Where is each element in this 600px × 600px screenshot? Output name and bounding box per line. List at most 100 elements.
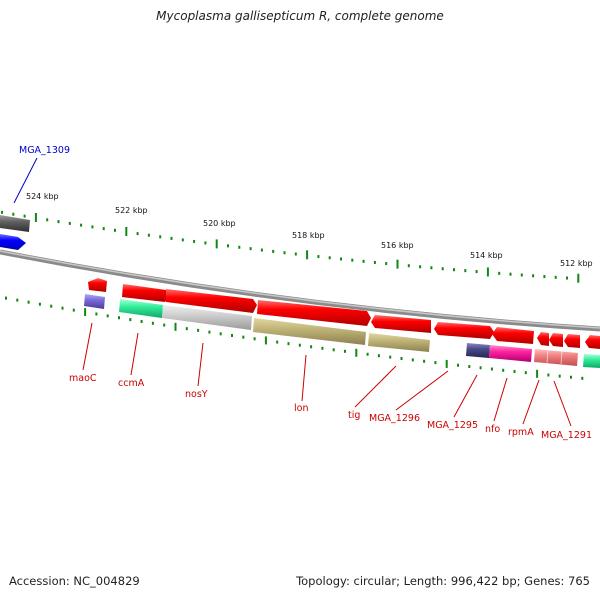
- minor-tick: [193, 239, 196, 243]
- minor-tick: [1, 210, 3, 214]
- minor-tick: [57, 220, 60, 224]
- gene-small-red: [88, 278, 107, 292]
- major-tick: [125, 226, 128, 236]
- minor-tick: [457, 363, 459, 367]
- minor-tick: [283, 251, 286, 255]
- minor-tick: [344, 349, 346, 353]
- minor-tick: [294, 252, 297, 256]
- gene-label-nfo: nfo: [485, 424, 500, 435]
- leader-lines: [82, 322, 572, 427]
- minor-tick: [170, 236, 173, 240]
- kbp-label: 524 kbp: [26, 192, 59, 201]
- minor-tick: [140, 319, 143, 323]
- minor-tick: [238, 245, 241, 249]
- gene-mga1296-category: [466, 343, 490, 358]
- minor-tick: [114, 228, 116, 232]
- gene-ccmA-upper: [122, 284, 170, 302]
- outer-tick-row: [1, 210, 580, 283]
- minor-tick: [340, 257, 342, 261]
- minor-tick: [430, 266, 433, 270]
- minor-tick: [554, 275, 557, 279]
- gene-maoC-category: [84, 294, 105, 309]
- major-tick: [306, 250, 309, 260]
- minor-tick: [5, 296, 7, 300]
- minor-tick: [23, 214, 26, 218]
- leader-line-tig: [354, 365, 397, 408]
- major-tick: [577, 273, 580, 283]
- minor-tick: [197, 328, 200, 332]
- leader-line-mga1309: [13, 157, 38, 204]
- minor-tick: [298, 343, 301, 347]
- kbp-label: 516 kbp: [381, 241, 414, 250]
- gene-rpmA-category: [534, 349, 578, 366]
- minor-tick: [328, 256, 331, 260]
- minor-tick: [147, 233, 150, 237]
- minor-tick: [362, 259, 365, 263]
- minor-tick: [159, 235, 162, 239]
- minor-tick: [91, 225, 94, 229]
- major-tick: [486, 267, 489, 277]
- minor-tick: [242, 335, 245, 339]
- minor-tick: [185, 327, 188, 331]
- kbp-label: 518 kbp: [292, 231, 325, 240]
- minor-tick: [407, 264, 410, 268]
- minor-tick: [566, 276, 568, 280]
- leader-line-nosY: [197, 342, 204, 387]
- gene-label-mga1309: MGA_1309: [19, 145, 70, 156]
- minor-tick: [498, 271, 501, 275]
- gene-label-mga1291: MGA_1291: [541, 430, 592, 441]
- minor-tick: [423, 359, 426, 363]
- leader-line-rpmA: [522, 379, 540, 425]
- minor-tick: [543, 275, 546, 279]
- kbp-label: 514 kbp: [470, 251, 503, 260]
- minor-tick: [513, 369, 516, 373]
- minor-tick: [249, 247, 252, 251]
- minor-tick: [227, 244, 229, 248]
- gene-label-mga1296: MGA_1296: [369, 413, 420, 424]
- minor-tick: [434, 361, 437, 365]
- accession-text: Accession: NC_004829: [9, 574, 140, 588]
- gene-tig-category: [368, 333, 430, 352]
- minor-tick: [208, 330, 211, 334]
- minor-tick: [532, 274, 535, 278]
- minor-tick: [502, 368, 505, 372]
- minor-tick: [118, 316, 120, 320]
- leader-line-maoC: [82, 322, 93, 371]
- minor-tick: [12, 212, 15, 216]
- kbp-label: 522 kbp: [115, 206, 148, 215]
- major-tick: [396, 259, 399, 269]
- gene-nosY-upper: [166, 289, 257, 313]
- gene-label-maoC: maoC: [69, 373, 97, 384]
- inner-tick-row: [5, 296, 584, 380]
- minor-tick: [260, 248, 263, 252]
- major-tick: [355, 348, 358, 357]
- category-divider: [560, 350, 563, 365]
- minor-tick: [468, 365, 471, 369]
- gene-ccmA-category: [119, 299, 163, 318]
- gene-nosY-category: [162, 305, 252, 330]
- minor-tick: [479, 366, 482, 370]
- minor-tick: [317, 255, 320, 259]
- minor-tick: [385, 262, 388, 266]
- minor-tick: [509, 272, 512, 276]
- gene-label-mga1295: MGA_1295: [427, 420, 478, 431]
- leader-line-nfo: [493, 377, 508, 422]
- gene-label-nosY: nosY: [185, 389, 208, 400]
- gene-label-lon: lon: [294, 403, 308, 414]
- minor-tick: [332, 348, 335, 352]
- minor-tick: [453, 268, 455, 272]
- minor-tick: [558, 374, 561, 378]
- genome-summary-text: Topology: circular; Length: 996,422 bp; …: [296, 574, 590, 588]
- gene-mga1295-upper: [492, 327, 534, 344]
- minor-tick: [411, 358, 414, 362]
- minor-tick: [219, 332, 222, 336]
- kbp-label: 520 kbp: [203, 219, 236, 228]
- minor-tick: [520, 273, 523, 277]
- minor-tick: [419, 265, 422, 269]
- minor-tick: [366, 352, 369, 356]
- major-tick: [445, 359, 448, 368]
- minor-tick: [464, 269, 467, 273]
- minor-tick: [38, 302, 41, 306]
- leader-line-ccmA: [130, 332, 139, 376]
- minor-tick: [61, 306, 64, 310]
